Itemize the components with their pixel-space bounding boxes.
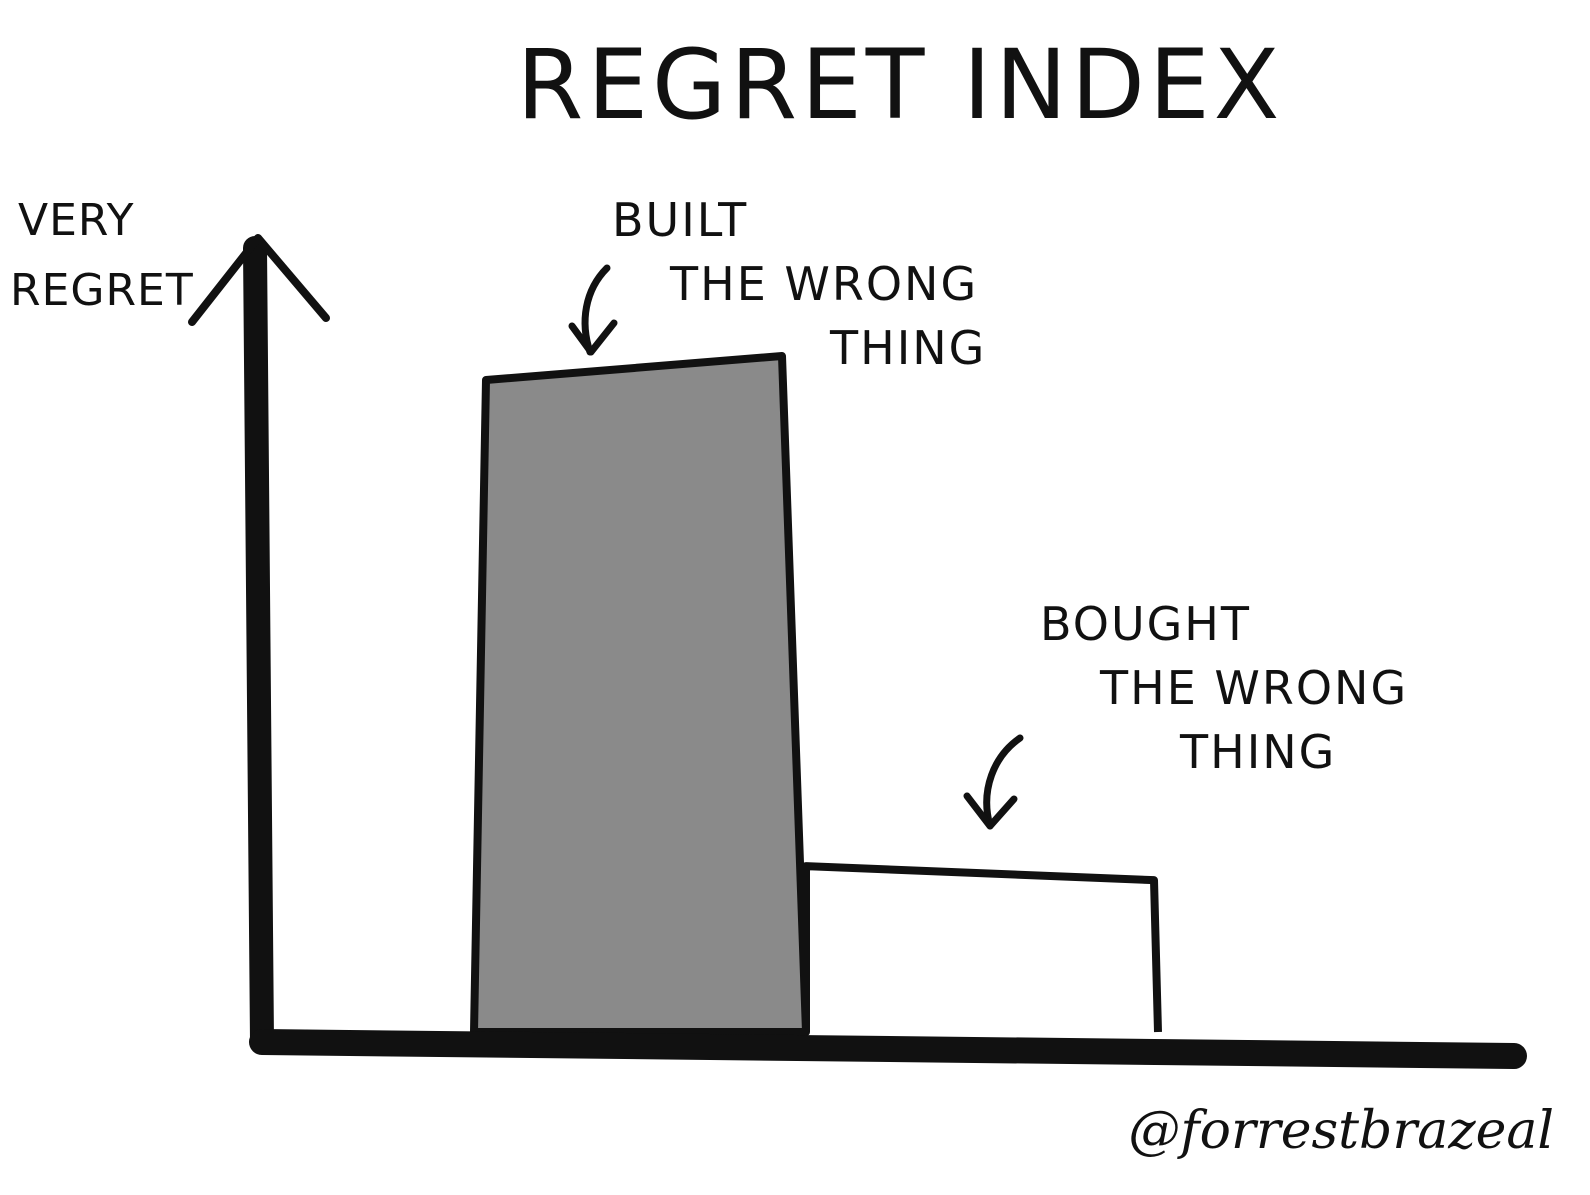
x-axis [249, 1029, 1527, 1069]
bar-labels-group: BUILT THE WRONG THING BOUGHT THE WRONG THING [612, 193, 1408, 779]
y-axis [243, 236, 274, 1054]
chart-title: REGRET INDEX [517, 29, 1284, 141]
bar-label-bought-line-3: THING [1179, 725, 1336, 779]
bar-built-the-wrong-thing [470, 352, 810, 1036]
bar-label-built-line-3: THING [829, 321, 986, 375]
bar-bought-the-wrong-thing [802, 862, 1162, 1033]
arrow-bought-icon [983, 734, 1024, 830]
y-axis-arrowhead [188, 234, 330, 326]
y-axis-label-line-1: VERY [18, 195, 135, 246]
bar-label-bought-line-2: THE WRONG [1099, 661, 1408, 715]
bars-group [470, 352, 1162, 1036]
bar-label-bought-line-1: BOUGHT [1040, 597, 1251, 651]
author-credit: @forrestbrazeal [1128, 1101, 1554, 1161]
bar-label-built-line-2: THE WRONG [669, 257, 978, 311]
y-axis-label-line-2: REGRET [10, 265, 194, 316]
bar-label-built-line-1: BUILT [612, 193, 748, 247]
arrow-bought-head-icon [963, 792, 1018, 830]
arrow-built-head-icon [568, 319, 618, 356]
